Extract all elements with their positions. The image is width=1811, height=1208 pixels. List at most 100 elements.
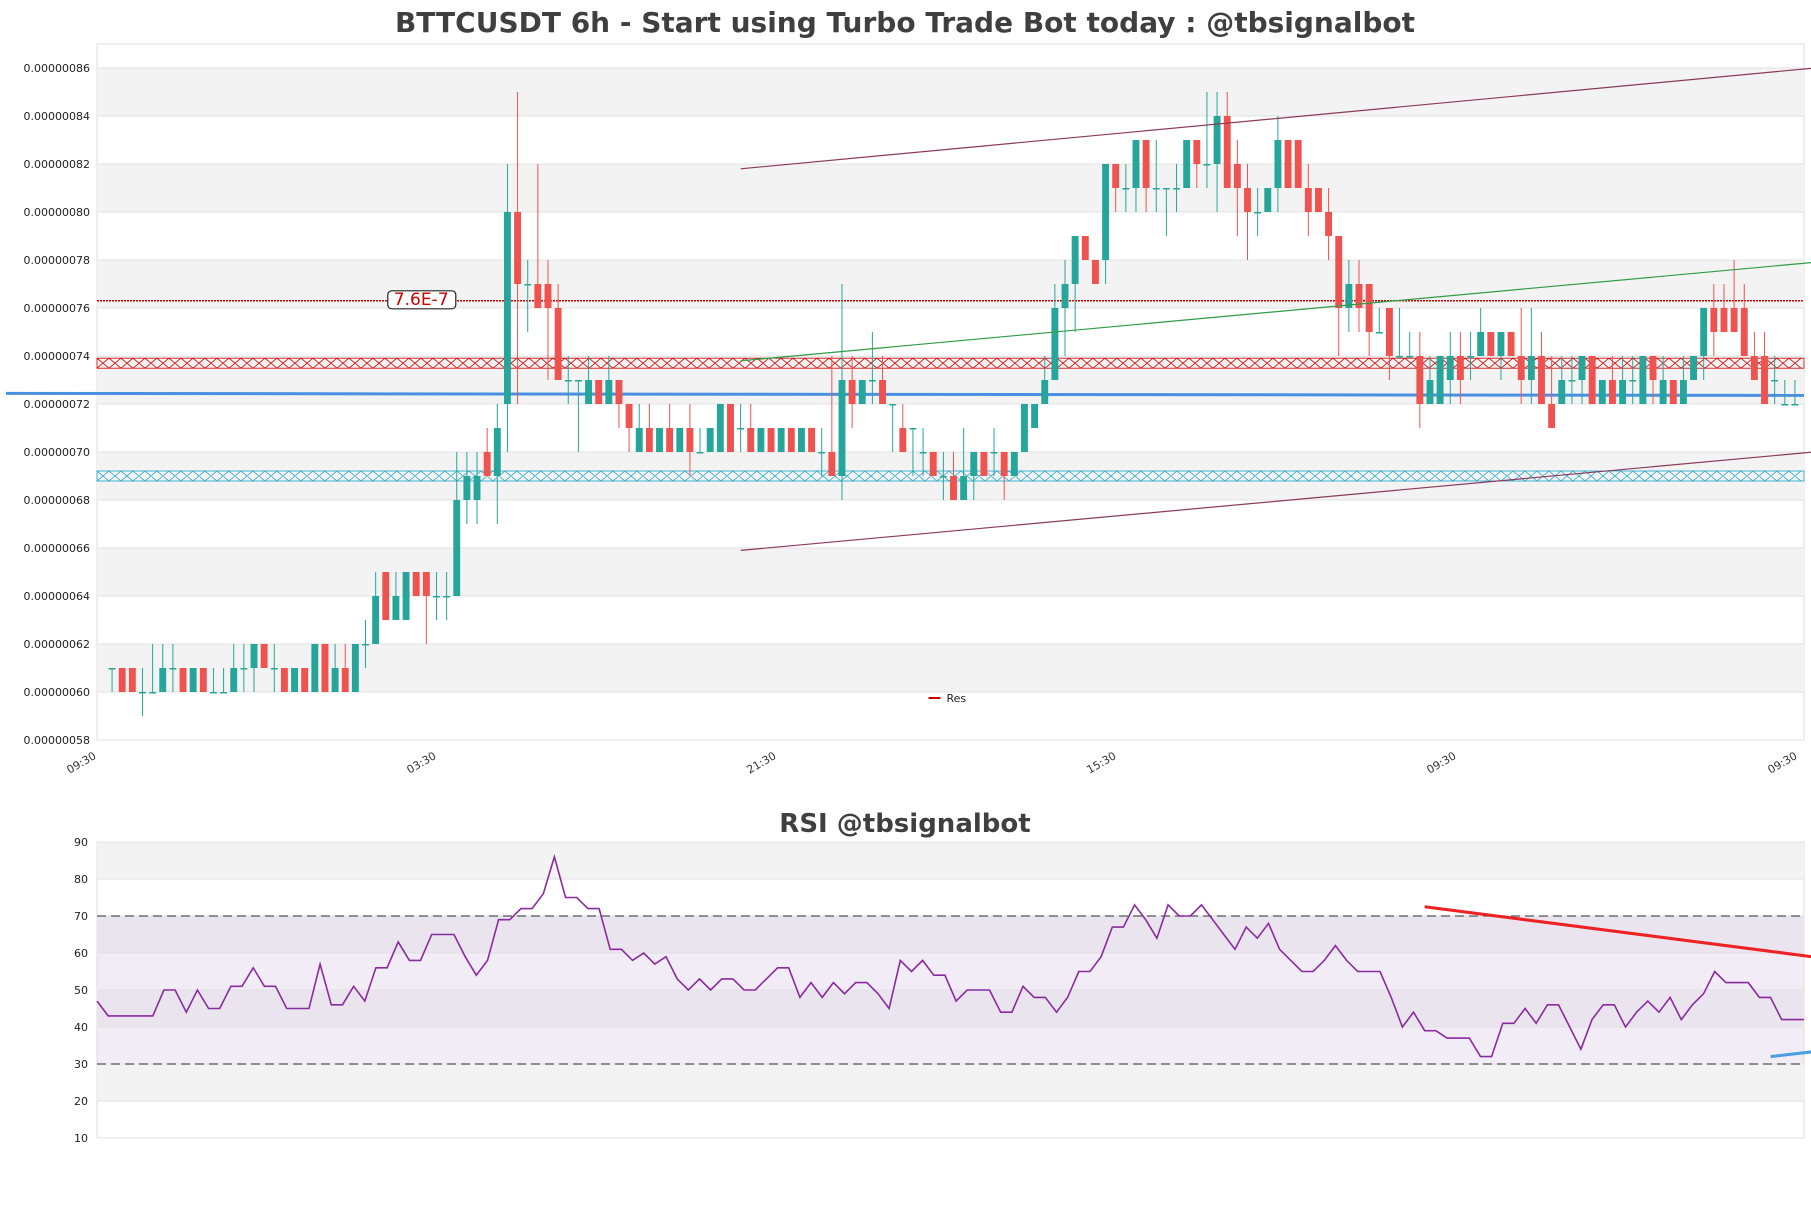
candle-body [1750, 356, 1758, 380]
candle-body [1497, 332, 1505, 356]
candle-body [169, 668, 177, 670]
candle-body [1335, 236, 1343, 308]
candle-body [382, 572, 390, 620]
candle-body [818, 452, 826, 454]
grid-band [97, 68, 1804, 116]
candle-body [1710, 308, 1718, 332]
grid-band [97, 260, 1804, 308]
y-tick-label: 0.00000082 [24, 158, 90, 171]
candle-body [1538, 356, 1545, 404]
rsi-grid-band [97, 990, 1804, 1027]
candle-body [301, 668, 309, 692]
rsi-reference-lines [97, 915, 1804, 1065]
rsi-series [96, 853, 1804, 1058]
candle-body [1244, 188, 1251, 212]
candle-body [1112, 164, 1120, 188]
rsi-downtrend-line [1424, 905, 1811, 959]
candle-body [1061, 284, 1069, 308]
candle-body [514, 212, 522, 284]
candle-body [1345, 284, 1353, 308]
candle-body [1122, 188, 1130, 190]
candle-body [1456, 356, 1464, 380]
candle-body [1740, 308, 1748, 356]
candle-body [585, 380, 592, 404]
candle-body [1730, 308, 1738, 332]
candle-body [1010, 452, 1018, 476]
y-tick-label: 0.00000074 [24, 350, 90, 363]
candle-body [1021, 404, 1028, 452]
candle-body [1720, 308, 1728, 332]
candle-body [625, 404, 633, 428]
candle-body [828, 452, 836, 476]
candle-body [1446, 356, 1454, 380]
candle-body [676, 428, 684, 452]
candle-body [544, 284, 552, 308]
y-tick-label: 0.00000068 [24, 494, 90, 507]
price-grid-bands [96, 43, 1805, 741]
candle-body [524, 284, 532, 286]
candle-body [230, 668, 238, 692]
rsi-y-tick-label: 40 [74, 1021, 88, 1034]
rsi-y-tick-label: 80 [74, 873, 88, 886]
channel-middle-line [740, 262, 1811, 362]
grid-band [97, 356, 1804, 404]
candle-body [1051, 308, 1059, 380]
candle-body [1041, 380, 1049, 404]
candle-body [1588, 356, 1596, 404]
candle-body [1700, 308, 1708, 356]
legend-res-label: Res [947, 692, 967, 705]
candle-body [1315, 188, 1322, 212]
rsi-grid-band [97, 842, 1804, 879]
candle-body [1162, 188, 1170, 190]
candle-body [574, 380, 582, 382]
candle-body [1578, 356, 1586, 380]
candle-body [879, 380, 886, 404]
candle-body [392, 596, 400, 620]
sr-zones [5, 300, 1805, 482]
candlestick-series [108, 92, 1799, 716]
y-tick-label: 0.00000084 [24, 110, 90, 123]
candle-body [1102, 164, 1110, 260]
candle-body [1669, 380, 1677, 404]
trend-overlays [740, 67, 1811, 551]
candle-body [331, 668, 339, 692]
y-tick-label: 0.00000066 [24, 542, 90, 555]
candle-body [858, 380, 866, 404]
rsi-trendlines [1424, 905, 1811, 1059]
candle-body [960, 476, 968, 500]
candle-body [1355, 284, 1363, 308]
candle-body [1396, 356, 1404, 358]
candle-body [929, 452, 937, 476]
candle-body [260, 644, 268, 668]
candle-body [1031, 404, 1039, 428]
candle-body [554, 308, 562, 380]
candle-body [108, 668, 116, 670]
candle-body [1233, 164, 1241, 188]
candle-body [463, 476, 471, 500]
candle-body [696, 452, 704, 454]
candle-body [1639, 356, 1647, 404]
candle-body [402, 572, 410, 620]
candle-body [341, 668, 349, 692]
candle-body [1558, 380, 1566, 404]
candle-body [503, 212, 511, 404]
candle-body [1517, 356, 1525, 380]
candle-body [727, 404, 734, 452]
candle-body [1375, 332, 1383, 334]
candle-body [473, 476, 481, 500]
candle-body [777, 428, 785, 452]
candle-body [564, 380, 572, 382]
candle-body [595, 380, 603, 404]
candle-body [1416, 356, 1424, 404]
x-tick-label: 03:30 [405, 749, 439, 776]
x-tick-label: 09:30 [1425, 749, 1459, 776]
candle-body [1548, 404, 1556, 428]
channel-upper-line [740, 67, 1811, 170]
candle-body [118, 668, 126, 692]
y-tick-label: 0.00000070 [24, 446, 90, 459]
candle-body [868, 380, 876, 382]
x-tick-label: 21:30 [745, 749, 779, 776]
price-legend: Res [928, 692, 967, 705]
candle-body [422, 572, 430, 596]
candle-body [321, 644, 329, 692]
